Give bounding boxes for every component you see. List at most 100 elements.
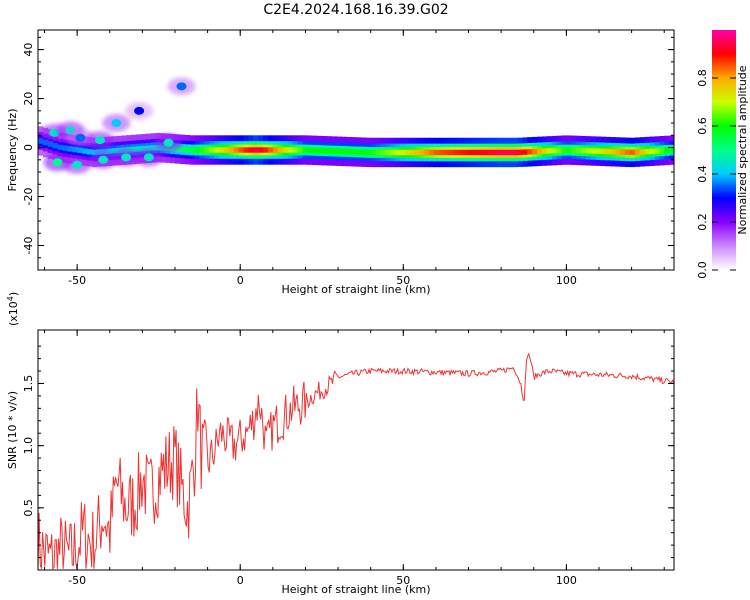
ridge-cell — [258, 147, 264, 153]
ridge-cell — [130, 146, 137, 153]
snr-y-axis-label: SNR (10 * v/v) — [6, 391, 19, 469]
ridge-cell — [375, 149, 381, 156]
y-tick-label: 40 — [22, 43, 35, 57]
colorbar: 0.0 0.2 0.4 0.6 0.8 Normalized spectral ampl… — [696, 30, 749, 279]
ridge-cell — [615, 149, 621, 155]
spectral-blob — [176, 82, 187, 91]
ridge-cell — [551, 147, 558, 154]
ridge-cell — [483, 149, 489, 156]
ridge-cell — [321, 148, 328, 154]
ridge-cell — [82, 148, 88, 154]
ridge-cell — [654, 148, 660, 154]
ridge-cell — [62, 145, 68, 151]
ridge-cell — [497, 149, 504, 156]
x-tick-label: 100 — [556, 574, 577, 587]
ridge-cell — [556, 147, 562, 154]
ridge-cell — [468, 149, 474, 156]
spectral-blob — [121, 153, 132, 162]
ridge-cell — [204, 147, 210, 153]
ridge-cell — [517, 149, 523, 156]
ridge-cell — [385, 149, 391, 156]
colorbar-label: Normalized spectral amplitude — [736, 65, 749, 234]
spectral-blob — [52, 158, 63, 167]
spectral-blob — [94, 136, 105, 145]
spectrogram-x-axis-label: Height of straight line (km) — [281, 283, 430, 296]
ridge-cell — [360, 149, 367, 155]
ridge-cell — [566, 147, 572, 153]
ridge-cell — [253, 147, 259, 153]
ridge-cell — [395, 149, 401, 156]
ridge-cell — [106, 148, 112, 154]
ridge-cell — [326, 148, 333, 154]
ridge-cell — [179, 146, 186, 153]
spectrogram-y-axis-label: Frequency (Hz) — [6, 109, 19, 192]
ridge-cell — [302, 147, 308, 153]
ridge-cell — [209, 147, 215, 153]
ridge-cell — [219, 147, 225, 153]
y-tick-label: 1.5 — [22, 375, 35, 393]
ridge-cell — [590, 148, 597, 154]
ridge-cell — [297, 147, 303, 153]
spectral-blob — [98, 155, 109, 164]
ridge-cell — [228, 147, 235, 153]
snr-ticks: -50 0 50 100 0.5 1.0 1.5 — [22, 330, 674, 587]
ridge-cell — [488, 149, 494, 156]
ridge-cell — [605, 148, 611, 155]
y-tick-label: 1.0 — [22, 437, 35, 455]
spectral-blob — [134, 106, 145, 115]
ridge-cell — [409, 149, 416, 156]
x-tick-label: -50 — [68, 274, 86, 287]
ridge-cell — [370, 149, 377, 156]
spectral-blob — [143, 153, 154, 162]
ridge-cell — [664, 147, 670, 154]
ridge-cell — [282, 147, 289, 153]
ridge-cell — [620, 149, 626, 155]
spectral-blob — [111, 119, 122, 128]
y-tick-label: -20 — [22, 188, 35, 206]
ridge-cell — [214, 147, 220, 153]
ridge-cell — [644, 148, 651, 155]
ridge-cell — [135, 146, 142, 152]
ridge-cell — [522, 149, 528, 155]
ridge-cell — [38, 138, 44, 144]
ridge-cell — [492, 149, 499, 156]
spectrogram-panel: -50 0 50 100 40 20 0 -20 -40 Height of straight … — [6, 29, 675, 296]
snr-frame — [37, 329, 675, 571]
snr-line — [37, 352, 675, 571]
ridge-cell — [272, 147, 279, 153]
ridge-cell — [57, 144, 63, 150]
ridge-cell — [307, 147, 313, 153]
ridge-cell — [478, 149, 484, 156]
snr-multiplier-label: (x104) — [6, 292, 20, 326]
ridge-cell — [356, 149, 362, 155]
snr-panel: -50 0 50 100 0.5 1.0 1.5 Height of straight li… — [6, 292, 675, 596]
x-tick-label: 100 — [556, 274, 577, 287]
y-tick-label: -40 — [22, 237, 35, 255]
ridge-cell — [263, 147, 269, 153]
ridge-cell — [194, 147, 200, 153]
colorbar-tick-label: 0.8 — [696, 69, 709, 87]
ridge-cell — [571, 147, 577, 153]
spectral-blob — [163, 138, 174, 147]
spectral-blob — [75, 133, 86, 142]
ridge-cell — [233, 147, 240, 153]
ridge-cell — [267, 147, 274, 153]
ridge-cell — [537, 148, 543, 155]
colorbar-tick-label: 0.4 — [696, 165, 709, 183]
ridge-cell — [331, 148, 337, 154]
ridge-cell — [527, 149, 533, 155]
colorbar-ticks: 0.0 0.2 0.4 0.6 0.8 — [696, 69, 736, 279]
ridge-cell — [419, 149, 425, 156]
ridge-cell — [404, 149, 411, 156]
ridge-cell — [47, 141, 54, 147]
ridge-cell — [287, 147, 293, 153]
ridge-cell — [659, 148, 665, 154]
ridge-cell — [595, 148, 602, 154]
snr-marks — [37, 352, 675, 571]
colorbar-tick-label: 0.0 — [696, 261, 709, 279]
ridge-cell — [140, 146, 147, 152]
ridge-cell — [600, 148, 607, 155]
x-tick-label: 0 — [237, 574, 244, 587]
ridge-cell — [52, 143, 59, 149]
ridge-cell — [248, 147, 254, 153]
